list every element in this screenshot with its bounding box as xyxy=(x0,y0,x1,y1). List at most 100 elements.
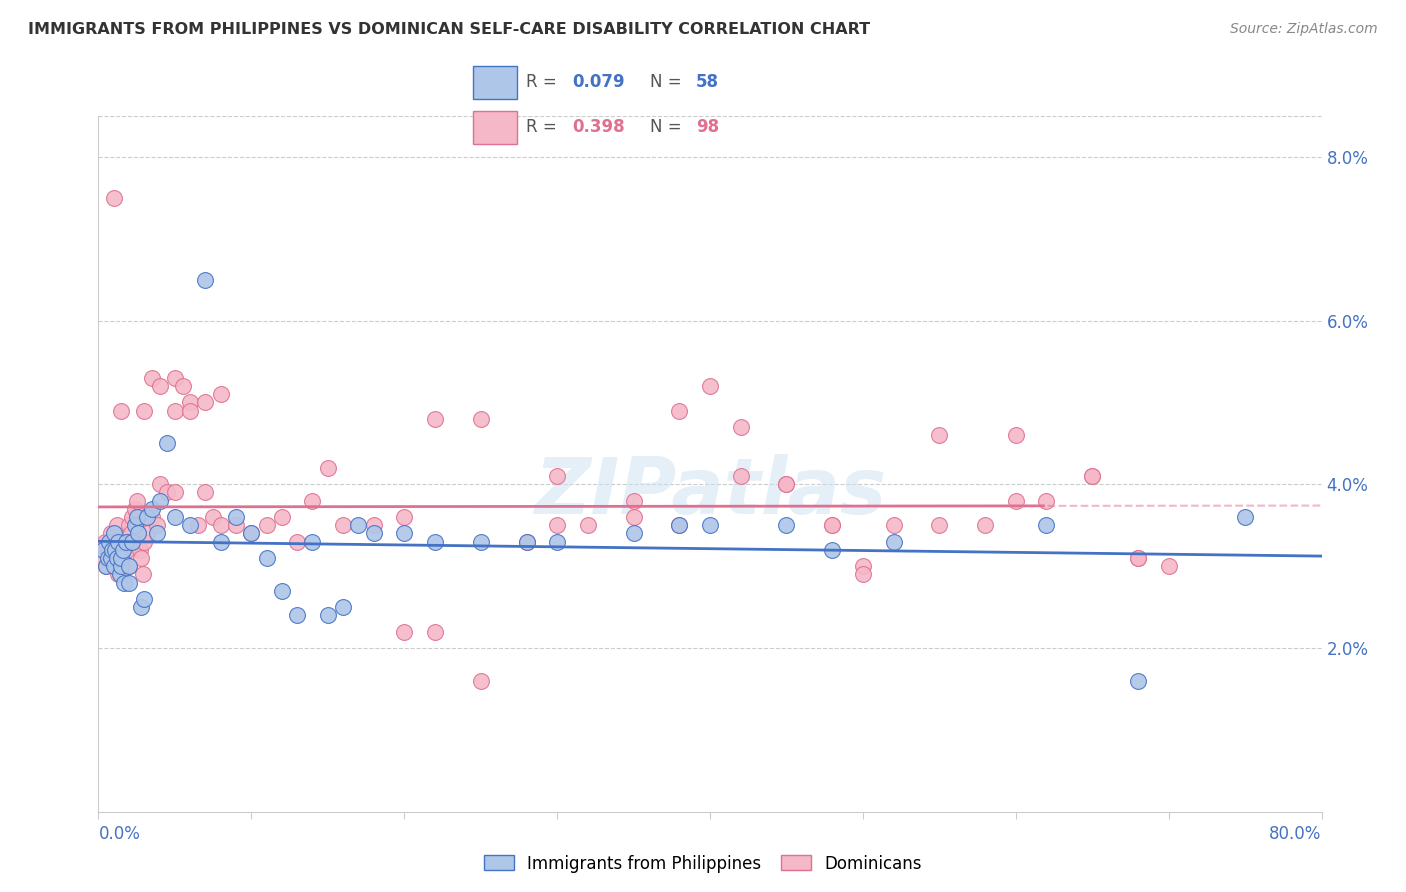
Point xyxy=(546,469,568,483)
Point xyxy=(134,403,156,417)
Point xyxy=(928,428,950,442)
Point xyxy=(163,510,186,524)
Point xyxy=(423,412,446,426)
Point xyxy=(423,624,446,639)
Point xyxy=(111,542,134,557)
Point xyxy=(103,559,125,574)
Point xyxy=(1081,469,1104,483)
Point xyxy=(316,461,339,475)
Point xyxy=(94,559,117,574)
Point xyxy=(111,551,134,566)
Point xyxy=(225,510,247,524)
Point xyxy=(668,518,690,533)
Point xyxy=(121,510,143,524)
Point xyxy=(576,518,599,533)
Point xyxy=(285,608,308,623)
Point xyxy=(121,534,143,549)
Point xyxy=(101,534,124,549)
Point xyxy=(1128,551,1150,566)
Point xyxy=(101,542,124,557)
Point xyxy=(194,273,217,287)
Point xyxy=(179,403,201,417)
Point xyxy=(124,501,146,516)
Point xyxy=(209,518,232,533)
Point xyxy=(136,510,159,524)
Point xyxy=(392,510,416,524)
Text: IMMIGRANTS FROM PHILIPPINES VS DOMINICAN SELF-CARE DISABILITY CORRELATION CHART: IMMIGRANTS FROM PHILIPPINES VS DOMINICAN… xyxy=(28,22,870,37)
Text: Source: ZipAtlas.com: Source: ZipAtlas.com xyxy=(1230,22,1378,37)
Point xyxy=(97,551,120,566)
Text: 0.079: 0.079 xyxy=(572,73,624,91)
Text: N =: N = xyxy=(650,73,686,91)
Point xyxy=(285,534,308,549)
Point xyxy=(125,518,148,533)
Point xyxy=(301,534,323,549)
Point xyxy=(112,559,135,574)
Text: 98: 98 xyxy=(696,119,718,136)
Point xyxy=(118,559,141,574)
Point xyxy=(172,379,194,393)
Text: 58: 58 xyxy=(696,73,718,91)
Point xyxy=(125,493,148,508)
Point xyxy=(141,371,163,385)
Point xyxy=(623,526,645,541)
Point xyxy=(316,608,339,623)
Point xyxy=(97,542,120,557)
Point xyxy=(134,534,156,549)
Point xyxy=(730,420,752,434)
Point xyxy=(821,542,844,557)
Point xyxy=(105,551,128,566)
Point xyxy=(110,551,132,566)
Point xyxy=(668,518,690,533)
Point xyxy=(194,485,217,500)
Point xyxy=(94,559,117,574)
Point xyxy=(775,477,797,491)
Point xyxy=(883,518,905,533)
Point xyxy=(127,526,149,541)
Point xyxy=(546,534,568,549)
Point xyxy=(699,518,721,533)
Point xyxy=(1081,469,1104,483)
Point xyxy=(108,567,131,582)
Point xyxy=(668,403,690,417)
Text: 0.398: 0.398 xyxy=(572,119,624,136)
Point xyxy=(149,379,172,393)
Point xyxy=(163,485,186,500)
Point xyxy=(118,575,141,590)
Point xyxy=(775,518,797,533)
Point xyxy=(240,526,263,541)
Point xyxy=(516,534,538,549)
Legend: Immigrants from Philippines, Dominicans: Immigrants from Philippines, Dominicans xyxy=(477,848,929,880)
Point xyxy=(546,518,568,533)
Point xyxy=(136,526,159,541)
Point xyxy=(852,559,875,574)
Point xyxy=(202,510,225,524)
Point xyxy=(209,534,232,549)
Point xyxy=(347,518,370,533)
Point xyxy=(156,485,179,500)
Point xyxy=(179,395,201,409)
Point xyxy=(928,518,950,533)
Point xyxy=(392,624,416,639)
Point xyxy=(112,575,135,590)
Point xyxy=(240,526,263,541)
Point xyxy=(118,534,141,549)
Point xyxy=(1035,493,1057,508)
Point xyxy=(98,534,121,549)
Point xyxy=(974,518,997,533)
Point xyxy=(623,493,645,508)
Text: R =: R = xyxy=(526,119,562,136)
Point xyxy=(103,191,125,205)
Point xyxy=(363,526,385,541)
Point xyxy=(117,542,139,557)
Point xyxy=(115,534,138,549)
Point xyxy=(256,551,278,566)
Point xyxy=(141,510,163,524)
Point xyxy=(118,518,141,533)
Point xyxy=(132,567,155,582)
Point xyxy=(103,542,125,557)
Point xyxy=(423,534,446,549)
Point xyxy=(256,518,278,533)
Point xyxy=(107,567,129,582)
Point xyxy=(187,518,209,533)
